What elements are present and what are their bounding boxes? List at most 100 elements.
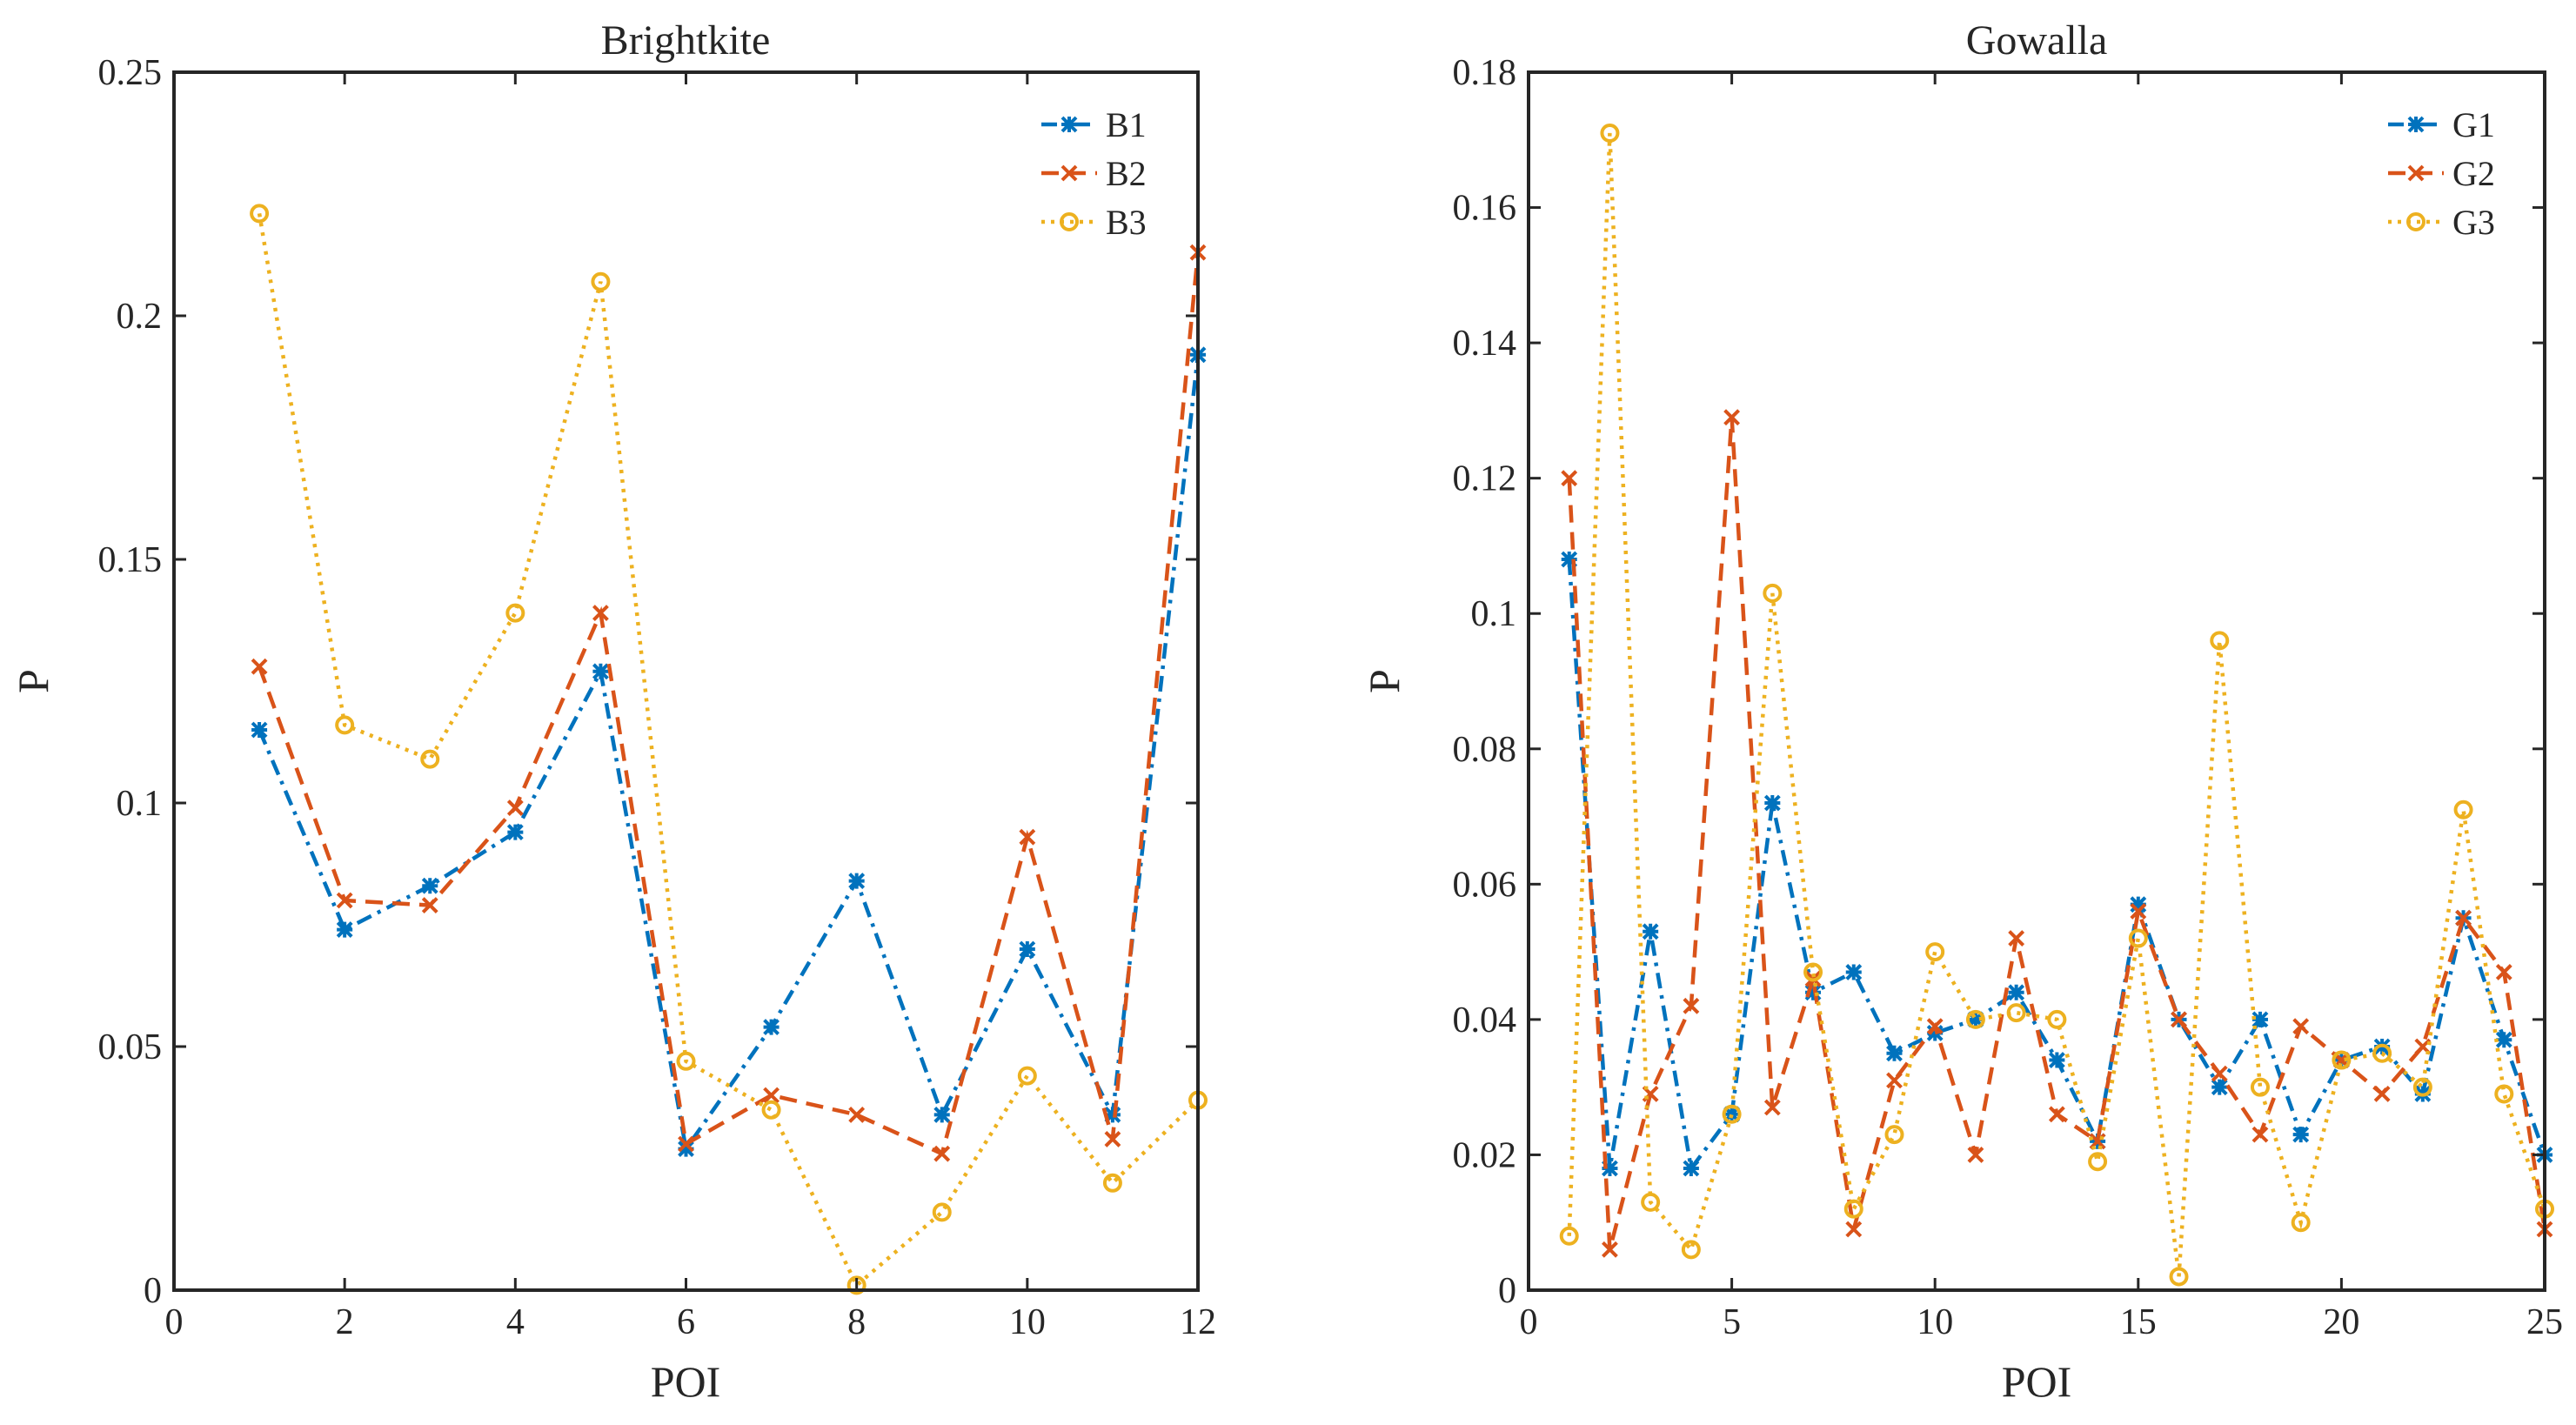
data-point-marker bbox=[2453, 799, 2473, 820]
data-point-marker bbox=[2406, 212, 2425, 231]
data-point-marker bbox=[2292, 1126, 2310, 1143]
data-point-marker bbox=[1061, 164, 1078, 182]
data-point-marker bbox=[1803, 962, 1823, 982]
data-point-marker bbox=[1722, 1104, 1742, 1124]
data-point-marker bbox=[2291, 1213, 2311, 1233]
data-point-marker bbox=[506, 824, 524, 841]
data-point-marker bbox=[421, 877, 438, 894]
data-point-marker bbox=[1561, 470, 1578, 487]
data-point-marker bbox=[2130, 896, 2147, 913]
x-tick-label: 15 bbox=[2120, 1302, 2157, 1342]
legend-label: G2 bbox=[2452, 154, 2495, 193]
series-line bbox=[257, 213, 1200, 1289]
data-point-marker bbox=[2130, 903, 2147, 920]
data-point-marker bbox=[848, 1106, 866, 1123]
legend-item: B2 bbox=[1041, 154, 1147, 193]
data-point-marker bbox=[2372, 1043, 2392, 1063]
data-point-marker bbox=[1681, 1240, 1701, 1260]
data-point-marker bbox=[591, 271, 611, 291]
data-point-marker bbox=[2494, 1084, 2514, 1104]
x-tick-label: 8 bbox=[847, 1302, 866, 1342]
chart-title: Gowalla bbox=[1966, 17, 2108, 64]
y-axis-label: P bbox=[9, 669, 57, 693]
data-point-marker bbox=[1683, 997, 1700, 1014]
data-point-marker bbox=[1925, 942, 1945, 962]
data-point-marker bbox=[2211, 1065, 2228, 1082]
axes-box bbox=[1527, 70, 2546, 1292]
data-point-marker bbox=[2332, 1050, 2352, 1070]
data-point-marker bbox=[2048, 1106, 2065, 1123]
data-point-marker bbox=[2211, 1079, 2228, 1096]
data-point-marker bbox=[1559, 1226, 1579, 1246]
data-point-marker bbox=[2008, 984, 2025, 1001]
data-point-marker bbox=[1683, 1160, 1700, 1177]
data-point-marker bbox=[505, 603, 525, 623]
y-tick-label: 0 bbox=[144, 1271, 162, 1311]
legend-label: B3 bbox=[1106, 203, 1147, 242]
data-point-marker bbox=[1561, 551, 1578, 568]
data-point-marker bbox=[1886, 1045, 1903, 1062]
legend-item: B3 bbox=[1041, 203, 1147, 242]
y-tick-label: 0.08 bbox=[1453, 730, 1517, 770]
data-point-marker bbox=[932, 1202, 952, 1222]
data-point-marker bbox=[421, 897, 438, 914]
data-point-marker bbox=[2495, 1031, 2512, 1048]
data-point-marker bbox=[1642, 923, 1659, 940]
data-point-marker bbox=[506, 799, 524, 817]
data-point-marker bbox=[592, 605, 609, 622]
data-point-marker bbox=[1763, 794, 1781, 812]
data-point-marker bbox=[1845, 1221, 1863, 1238]
legend-item: B1 bbox=[1041, 105, 1147, 144]
y-tick-label: 0.12 bbox=[1453, 459, 1517, 499]
legend-label: B2 bbox=[1106, 154, 1147, 193]
data-point-marker bbox=[2171, 1011, 2187, 1028]
x-tick-label: 5 bbox=[1723, 1302, 1741, 1342]
data-point-marker bbox=[846, 1275, 866, 1295]
x-tick-label: 0 bbox=[1520, 1302, 1538, 1342]
data-point-marker bbox=[1723, 409, 1741, 426]
y-tick-label: 0.25 bbox=[98, 53, 163, 93]
legend-item: G3 bbox=[2388, 203, 2495, 242]
data-point-marker bbox=[2047, 1009, 2067, 1029]
data-point-marker bbox=[1843, 1199, 1863, 1219]
data-point-marker bbox=[250, 204, 270, 224]
x-tick-label: 6 bbox=[677, 1302, 695, 1342]
y-tick-label: 0.16 bbox=[1453, 189, 1517, 229]
data-point-marker bbox=[2455, 909, 2472, 927]
x-axis-label: POI bbox=[2002, 1357, 2072, 1406]
data-point-marker bbox=[1104, 1106, 1121, 1123]
x-tick-label: 25 bbox=[2526, 1302, 2563, 1342]
data-point-marker bbox=[1967, 1147, 1984, 1163]
data-point-marker bbox=[2407, 164, 2425, 182]
data-point-marker bbox=[592, 663, 609, 680]
data-point-marker bbox=[336, 892, 353, 909]
data-point-marker bbox=[335, 715, 355, 735]
data-point-marker bbox=[1965, 1009, 1985, 1029]
data-point-marker bbox=[2008, 930, 2025, 947]
series-G3 bbox=[1559, 124, 2554, 1287]
data-point-marker bbox=[251, 721, 268, 739]
y-tick-label: 0.04 bbox=[1453, 1000, 1517, 1040]
x-tick-label: 0 bbox=[165, 1302, 184, 1342]
data-point-marker bbox=[2251, 1126, 2269, 1143]
x-axis-label: POI bbox=[651, 1357, 721, 1406]
data-point-marker bbox=[1600, 124, 1620, 143]
data-point-marker bbox=[1926, 1018, 1944, 1035]
data-point-marker bbox=[763, 1087, 779, 1104]
data-point-marker bbox=[1884, 1125, 1904, 1145]
data-point-marker bbox=[1763, 583, 1783, 603]
y-tick-label: 0 bbox=[1498, 1271, 1516, 1311]
data-point-marker bbox=[761, 1100, 781, 1120]
legend: B1 B2 B3 bbox=[1041, 105, 1147, 242]
data-point-marker bbox=[1102, 1173, 1122, 1193]
y-tick-label: 0.18 bbox=[1453, 53, 1517, 93]
x-tick-label: 10 bbox=[1917, 1302, 1953, 1342]
data-point-marker bbox=[2128, 928, 2148, 948]
data-point-marker bbox=[1641, 1192, 1661, 1212]
data-point-marker bbox=[1723, 1106, 1741, 1123]
data-point-marker bbox=[1886, 1072, 1903, 1089]
y-axis-label: P bbox=[1360, 669, 1408, 693]
y-tick-label: 0.1 bbox=[117, 784, 163, 824]
